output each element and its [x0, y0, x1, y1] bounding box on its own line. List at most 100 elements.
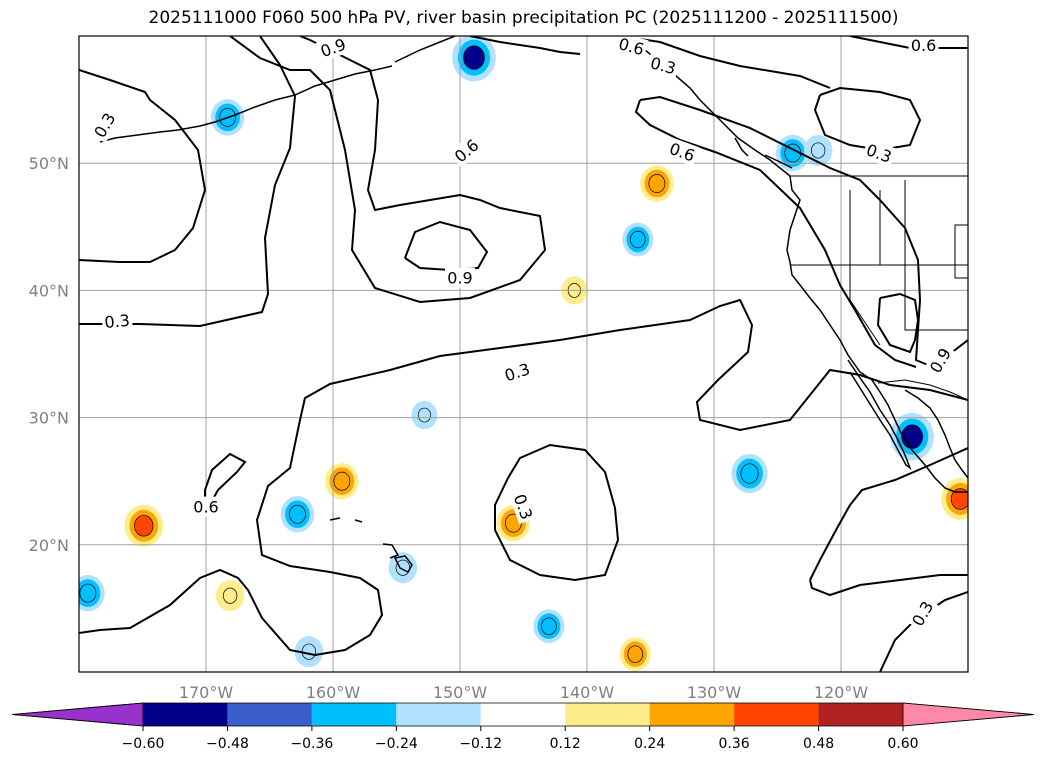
pv-contour-basin-0.3	[494, 443, 620, 582]
precip-pc-core	[134, 514, 154, 537]
colorbar-segment	[734, 703, 819, 726]
precip-pc-blob	[280, 496, 315, 533]
baja-california	[847, 359, 912, 471]
pv-contour-label-text: 0.9	[447, 269, 472, 288]
alaska-coast	[394, 36, 456, 63]
longitude-tick-label: 160°W	[306, 683, 361, 702]
precip-pc-core	[79, 583, 97, 603]
latitude-tick-label: 40°N	[29, 281, 69, 300]
precip-pc-core	[301, 643, 317, 660]
precip-pc-blob	[79, 574, 105, 612]
colorbar-tick-label: 0.24	[634, 736, 665, 752]
us-mexico-border	[877, 379, 968, 401]
longitude-tick-label: 170°W	[179, 683, 234, 702]
colorbar-tick-label: −0.12	[459, 736, 502, 752]
north-america-west-coast	[786, 175, 968, 493]
queen-charlotte-islands	[734, 137, 749, 157]
precip-pc-blob	[533, 609, 565, 644]
map-frame	[78, 35, 969, 673]
pv-contour-label: 0.6	[191, 496, 221, 517]
colorbar-tick-label: 0.60	[887, 736, 918, 752]
colorbar-segment	[649, 703, 735, 726]
precip-pc-blob	[124, 504, 164, 547]
latitude-tick-label: 50°N	[29, 154, 69, 173]
colorbar-segment	[143, 703, 228, 726]
latitude-tick-label: 20°N	[29, 536, 69, 555]
precip-pc-core	[627, 645, 644, 663]
precip-pc-blob	[452, 36, 496, 82]
precip-pc-blob	[325, 462, 359, 500]
colorbar-segment	[565, 703, 650, 726]
precip-pc-core	[463, 45, 485, 70]
precip-pc-blob	[215, 580, 245, 612]
colorbar-tick-label: −0.36	[290, 736, 333, 752]
hawaii-islands	[329, 517, 413, 573]
precip-pc-core	[417, 407, 432, 423]
pv-contour-west-0.3	[79, 36, 297, 328]
colorbar: −0.60 −0.48 −0.36 −0.24 −0.12 0.12 0.24 0.36 0.4…	[11, 702, 1035, 752]
precip-pc-blob	[294, 636, 324, 668]
precip-pc-core	[289, 504, 306, 524]
precip-pc-blob	[640, 165, 674, 202]
colorbar-segment	[227, 703, 312, 726]
colorbar-tick-label: −0.48	[206, 736, 249, 752]
pv-contour-center-0.9	[404, 220, 489, 272]
pv-contour-label-text: 0.6	[911, 36, 936, 55]
precip-pc-blob	[731, 453, 768, 494]
vancouver-island	[764, 154, 793, 169]
pv-contour-east-0.3	[813, 86, 922, 152]
longitude-tick-label: 150°W	[433, 683, 488, 702]
precip-pc-core	[950, 488, 968, 510]
pv-contour-south-east-0.3	[809, 574, 968, 597]
precip-pc-core	[541, 617, 557, 635]
pv-contour-northeast-0.6	[849, 36, 968, 49]
coastlines	[99, 36, 968, 573]
figure-title: 2025111000 F060 500 hPa PV, river basin …	[148, 8, 899, 28]
colorbar-tick-label: 0.12	[550, 736, 581, 752]
southeast-alaska-coast	[619, 36, 791, 177]
axis-ticks: 170°W 160°W 150°W 140°W 130°W 120°W 50°N 40°N 30…	[29, 154, 869, 702]
longitude-tick-label: 120°W	[814, 683, 869, 702]
pv-contour-north-0.6	[469, 36, 581, 55]
precip-pc-core	[648, 174, 666, 193]
colorbar-tick-label: 0.36	[719, 736, 750, 752]
precip-pc-core	[333, 471, 351, 491]
precip-pc-blob	[411, 400, 438, 430]
latitude-tick-label: 30°N	[29, 409, 69, 428]
pv-contour-central-0.6	[229, 36, 547, 304]
longitude-tick-label: 140°W	[560, 683, 615, 702]
pv-contour-label: 0.9	[445, 267, 475, 288]
precip-pc-blob	[941, 478, 968, 521]
precip-pc-core	[901, 424, 923, 449]
precip-pc-core	[810, 142, 826, 159]
pv-contour-label: 0.6	[908, 34, 939, 55]
pv-contour-label-text: 0.3	[104, 311, 131, 332]
pv-contour-south-0.3	[809, 447, 968, 581]
aleutian-islands	[99, 65, 393, 143]
colorbar-segment	[311, 703, 397, 726]
pv-contour-label-text: 0.6	[193, 498, 218, 517]
political-borders	[790, 175, 968, 401]
colorbar-extend-max	[902, 702, 1035, 727]
us-states-borders	[790, 180, 968, 346]
pv-contour-label: 0.6	[614, 32, 649, 60]
colorbar-segment	[480, 703, 566, 726]
precipitation-pc-layer	[79, 36, 968, 672]
pv-contour-arch-0.6	[79, 69, 207, 263]
pv-contour-loop-0.6	[204, 452, 247, 511]
precip-pc-core	[395, 559, 411, 576]
longitude-tick-label: 130°W	[687, 683, 742, 702]
colorbar-tick-label: 0.48	[803, 736, 834, 752]
gulf-of-california-coast	[904, 389, 968, 479]
colorbar-tick-label: −0.24	[375, 736, 418, 752]
precip-pc-blob	[622, 222, 654, 257]
pv-contour-label: 0.3	[101, 309, 133, 333]
map-panel: 0.30.30.60.90.6 0.30.6 0.30.90.30.60.30.60…	[78, 32, 969, 673]
colorbar-segment	[818, 703, 903, 726]
pv-contour-subtropical-0.3	[79, 298, 968, 657]
pv-contour-coastal-0.3	[634, 99, 917, 368]
colorbar-tick-label: −0.60	[122, 736, 165, 752]
pv-contour-north-0.3	[619, 36, 831, 89]
precip-pc-core	[222, 587, 238, 604]
